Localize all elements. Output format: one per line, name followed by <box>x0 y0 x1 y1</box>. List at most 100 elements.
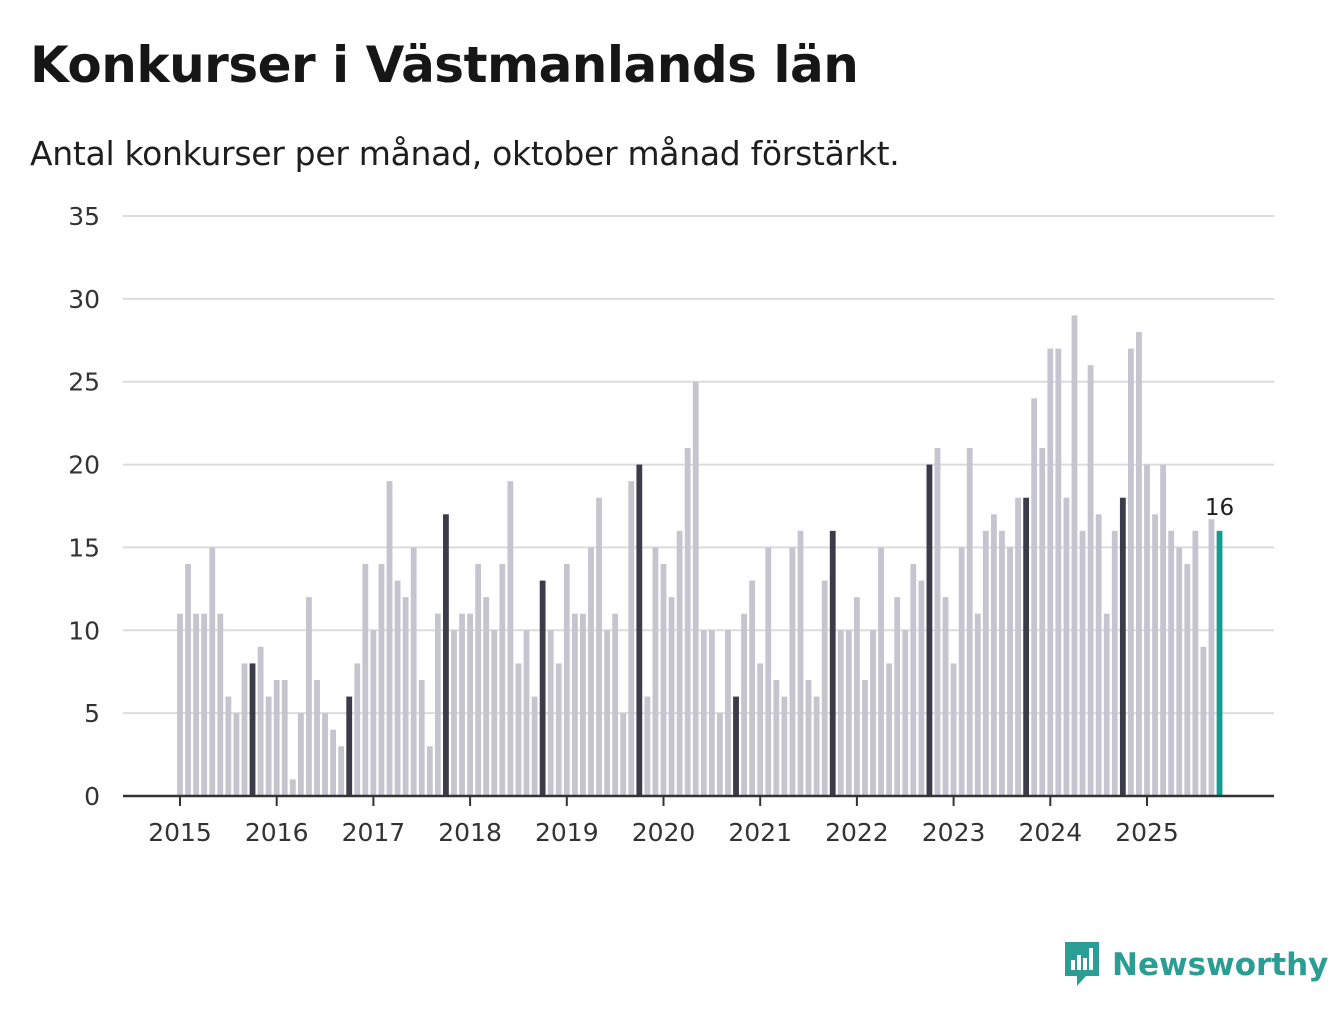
bar <box>700 630 707 796</box>
bar <box>1176 547 1183 796</box>
bar <box>765 547 772 796</box>
bar <box>193 613 200 796</box>
bar <box>410 547 417 796</box>
bar <box>902 630 909 796</box>
bar <box>418 680 425 796</box>
bar <box>668 597 675 796</box>
bar <box>426 746 433 796</box>
bar <box>918 580 925 796</box>
bars <box>177 315 1223 796</box>
bar <box>1160 464 1167 796</box>
bar <box>314 680 320 796</box>
y-tick-label: 35 <box>68 202 100 231</box>
bar <box>773 680 780 796</box>
bar <box>982 530 989 796</box>
x-tick-label: 2017 <box>342 818 406 847</box>
data-labels: 16 <box>1205 495 1234 521</box>
bar <box>281 680 288 796</box>
bar <box>604 630 610 796</box>
bar <box>241 663 248 796</box>
bar <box>644 696 651 796</box>
y-tick-label: 25 <box>68 368 100 397</box>
bar <box>1015 497 1021 796</box>
bar <box>1047 348 1054 796</box>
bar <box>1031 398 1038 796</box>
bar <box>781 696 788 796</box>
bar <box>1079 530 1086 796</box>
bar <box>1192 530 1199 796</box>
bar <box>297 713 304 796</box>
bar <box>322 713 328 796</box>
bar <box>974 613 981 796</box>
bar <box>894 597 901 796</box>
bar <box>797 530 804 796</box>
bar <box>209 547 216 796</box>
bar <box>386 481 393 796</box>
bar <box>507 481 514 796</box>
y-tick-label: 10 <box>68 616 100 645</box>
bar <box>394 580 401 796</box>
bar <box>1063 497 1070 796</box>
chart-subtitle: Antal konkurser per månad, oktober månad… <box>30 134 900 173</box>
bar-october <box>539 580 546 796</box>
bar <box>580 613 586 796</box>
brand-name: Newsworthy <box>1112 947 1329 983</box>
bar <box>233 713 240 796</box>
bar <box>620 713 627 796</box>
bar <box>910 564 917 796</box>
x-tick-label: 2023 <box>922 818 986 847</box>
bar <box>185 564 191 796</box>
bar <box>547 630 554 796</box>
bar <box>467 613 474 796</box>
bar <box>1039 448 1046 796</box>
bar <box>958 547 965 796</box>
bar <box>265 696 272 796</box>
bar <box>1208 519 1215 796</box>
x-tick-label: 2015 <box>148 818 212 847</box>
bar <box>563 564 570 796</box>
bar <box>596 497 602 796</box>
bar <box>289 779 296 796</box>
bar <box>853 597 860 796</box>
bar <box>306 597 312 796</box>
bar <box>725 630 731 796</box>
bar <box>862 680 868 796</box>
newsworthy-logo-icon <box>1065 942 1099 986</box>
bar <box>1055 348 1062 796</box>
bar-latest <box>1216 530 1223 796</box>
bar <box>1168 530 1175 796</box>
bar <box>459 613 465 796</box>
bar <box>837 630 844 796</box>
bar <box>1095 514 1102 796</box>
bar <box>1152 514 1158 796</box>
bar <box>1136 332 1142 796</box>
bar <box>225 696 232 796</box>
bar <box>1184 564 1191 796</box>
y-tick-label: 30 <box>68 285 100 314</box>
bar <box>515 663 522 796</box>
bar <box>950 663 957 796</box>
bar <box>1103 613 1110 796</box>
bar <box>717 713 723 796</box>
bar <box>499 564 506 796</box>
bar-october <box>346 696 353 796</box>
x-tick-label: 2024 <box>1018 818 1082 847</box>
bar <box>571 613 578 796</box>
y-tick-label: 20 <box>68 451 100 480</box>
bar <box>612 613 619 796</box>
chart-title: Konkurser i Västmanlands län <box>30 36 859 94</box>
bar <box>934 448 941 796</box>
bar <box>451 630 457 796</box>
bar <box>434 613 441 796</box>
bar <box>257 646 264 796</box>
bar <box>370 630 377 796</box>
latest-value-label: 16 <box>1205 495 1234 521</box>
bar <box>1111 530 1118 796</box>
bar <box>1200 646 1207 796</box>
bar <box>676 530 683 796</box>
bar <box>1007 547 1013 796</box>
bar-october <box>636 464 643 796</box>
y-tick-label: 0 <box>84 782 100 811</box>
bar <box>692 381 699 796</box>
